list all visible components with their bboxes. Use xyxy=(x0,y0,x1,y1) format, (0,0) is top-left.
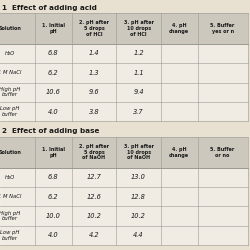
Text: 2. pH after
5 drops
of NaOH: 2. pH after 5 drops of NaOH xyxy=(79,144,109,160)
Text: 3. pH after
10 drops
of NaOH: 3. pH after 10 drops of NaOH xyxy=(124,144,154,160)
Text: 2  Effect of adding base: 2 Effect of adding base xyxy=(2,128,100,134)
Text: 1.1: 1.1 xyxy=(133,70,144,76)
Text: 1  Effect of adding acid: 1 Effect of adding acid xyxy=(2,5,98,11)
Text: 4. pH
change: 4. pH change xyxy=(169,147,189,158)
Text: 1.4: 1.4 xyxy=(88,50,99,56)
Text: 1. Initial
pH: 1. Initial pH xyxy=(42,23,65,34)
Text: 10.6: 10.6 xyxy=(46,89,61,95)
Text: 3.8: 3.8 xyxy=(88,108,99,114)
Text: 4.0: 4.0 xyxy=(48,108,58,114)
Text: 1.2: 1.2 xyxy=(133,50,144,56)
Text: High pH
buffer: High pH buffer xyxy=(0,211,20,221)
Bar xyxy=(0,137,248,168)
Text: Low pH
buffer: Low pH buffer xyxy=(0,106,20,117)
Bar xyxy=(0,13,248,44)
Text: 4.0: 4.0 xyxy=(48,232,58,238)
Text: 4.2: 4.2 xyxy=(88,232,99,238)
Text: 12.8: 12.8 xyxy=(131,194,146,200)
Text: 6.2: 6.2 xyxy=(48,194,58,200)
Bar xyxy=(0,44,248,121)
Bar xyxy=(0,168,248,245)
Text: 1.3: 1.3 xyxy=(88,70,99,76)
Text: 4. pH
change: 4. pH change xyxy=(169,23,189,34)
Text: Solution: Solution xyxy=(0,150,22,155)
Text: 6.2: 6.2 xyxy=(48,70,58,76)
Text: H₂O: H₂O xyxy=(5,51,15,56)
Text: 3. pH after
10 drops
of HCl: 3. pH after 10 drops of HCl xyxy=(124,20,154,37)
Text: 10.0: 10.0 xyxy=(46,213,61,219)
Text: 5. Buffer
or no: 5. Buffer or no xyxy=(210,147,235,158)
Text: 1. Initial
pH: 1. Initial pH xyxy=(42,147,65,158)
Text: 6.8: 6.8 xyxy=(48,50,58,56)
Text: 9.4: 9.4 xyxy=(133,89,144,95)
Text: Solution: Solution xyxy=(0,26,22,31)
Text: 2. pH after
5 drops
of HCl: 2. pH after 5 drops of HCl xyxy=(79,20,109,37)
Text: 12.6: 12.6 xyxy=(86,194,102,200)
Text: 10.2: 10.2 xyxy=(131,213,146,219)
Text: 1 M NaCl: 1 M NaCl xyxy=(0,70,22,75)
Text: 1 M NaCl: 1 M NaCl xyxy=(0,194,22,199)
Text: 9.6: 9.6 xyxy=(88,89,99,95)
Text: 5. Buffer
yes or n: 5. Buffer yes or n xyxy=(210,23,235,34)
Text: 10.2: 10.2 xyxy=(86,213,102,219)
Text: 13.0: 13.0 xyxy=(131,174,146,180)
Text: 3.7: 3.7 xyxy=(133,108,144,114)
Text: High pH
buffer: High pH buffer xyxy=(0,87,20,98)
Text: 6.8: 6.8 xyxy=(48,174,58,180)
Text: Low pH
buffer: Low pH buffer xyxy=(0,230,20,240)
Text: 12.7: 12.7 xyxy=(86,174,102,180)
Text: 4.4: 4.4 xyxy=(133,232,144,238)
Text: H₂O: H₂O xyxy=(5,175,15,180)
